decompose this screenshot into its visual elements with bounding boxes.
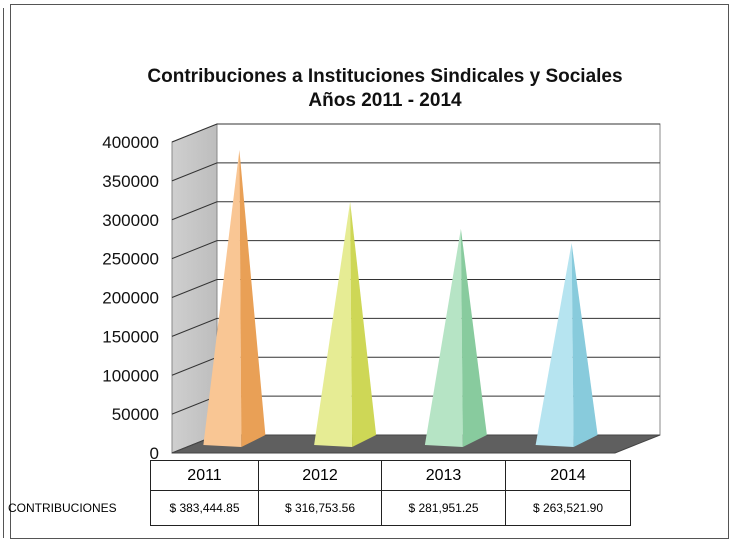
table-year-cell: 2012 (258, 460, 382, 491)
chart-frame (10, 4, 729, 539)
pyramid-bar-side (460, 228, 487, 447)
y-tick-label: 50000 (112, 405, 159, 424)
pyramid-bar-side (239, 149, 266, 447)
gridline (171, 201, 660, 221)
table-year-cell: 2014 (505, 460, 631, 491)
gridline (171, 317, 660, 337)
table-value-row: CONTRIBUCIONES $ 383,444.85 $ 316,753.56… (8, 490, 631, 526)
data-table: 2011 2012 2013 2014 CONTRIBUCIONES $ 383… (8, 460, 631, 526)
table-value-cell: $ 281,951.25 (381, 490, 506, 526)
gridline (171, 123, 660, 143)
gridline (171, 240, 660, 260)
y-tick-label: 400000 (102, 133, 159, 152)
table-value-cell: $ 263,521.90 (505, 490, 631, 526)
series-label: CONTRIBUCIONES (8, 501, 117, 515)
left-border-line (3, 8, 4, 538)
table-corner (8, 461, 151, 491)
pyramid-bar-front (314, 201, 353, 447)
table-value-cell: $ 383,444.85 (150, 490, 259, 526)
y-tick-label: 250000 (102, 250, 159, 269)
pyramid-bar-front (203, 149, 242, 447)
pyramid-bar-front (535, 243, 574, 447)
y-tick-label: 350000 (102, 172, 159, 191)
table-header-row: 2011 2012 2013 2014 (8, 460, 631, 491)
table-year-cell: 2013 (381, 460, 506, 491)
y-tick-label: 200000 (102, 289, 159, 308)
pyramid-bar-front (424, 228, 463, 447)
y-tick-label: 0 (150, 444, 159, 463)
table-value-cell: $ 316,753.56 (258, 490, 382, 526)
pyramid-bar-side (350, 201, 377, 447)
chart-title: Contribuciones a Instituciones Sindicale… (147, 66, 622, 87)
y-tick-label: 100000 (102, 366, 159, 385)
pyramid-bar-side (571, 243, 598, 447)
y-tick-label: 150000 (102, 327, 159, 346)
chart-subtitle: Años 2011 - 2014 (308, 90, 462, 111)
y-tick-label: 300000 (102, 211, 159, 230)
gridline (171, 162, 660, 182)
gridline (171, 279, 660, 298)
plot-area: 400000 350000 300000 250000 200000 150000 1000… (102, 123, 661, 463)
table-year-cell: 2011 (150, 460, 259, 491)
